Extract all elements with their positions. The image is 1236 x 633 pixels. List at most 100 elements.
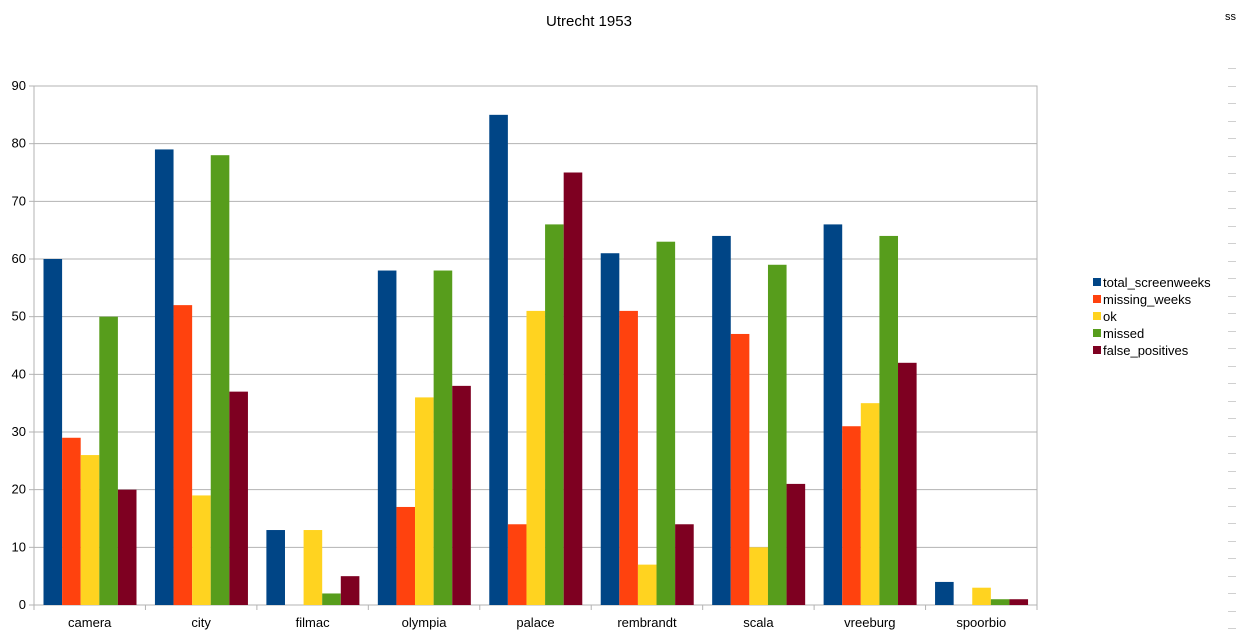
legend-label-missing_weeks: missing_weeks: [1103, 292, 1192, 307]
y-tick-label: 0: [19, 597, 26, 612]
edge-rule-mark: [1228, 331, 1236, 332]
edge-rule-mark: [1228, 138, 1236, 139]
legend-label-total_screenweeks: total_screenweeks: [1103, 275, 1211, 290]
edge-rule-mark: [1228, 436, 1236, 437]
y-tick-label: 90: [12, 78, 26, 93]
edge-rule-mark: [1228, 261, 1236, 262]
bar-false_positives-spoorbio: [1009, 599, 1029, 605]
x-tick-label: spoorbio: [956, 615, 1006, 630]
edge-rule-mark: [1228, 418, 1236, 419]
bar-total_screenweeks-scala: [712, 235, 731, 605]
edge-rule-mark: [1228, 313, 1236, 314]
bar-missed-olympia: [433, 270, 453, 605]
bar-missed-filmac: [322, 593, 341, 605]
bar-false_positives-city: [229, 391, 248, 605]
bar-total_screenweeks-olympia: [377, 270, 397, 605]
edge-rule-mark: [1228, 173, 1236, 174]
edge-rule-mark: [1228, 401, 1236, 402]
bar-total_screenweeks-camera: [43, 259, 63, 605]
bar-ok-camera: [80, 455, 100, 605]
bar-missing_weeks-olympia: [396, 506, 416, 605]
bar-total_screenweeks-city: [154, 149, 174, 605]
x-tick-label: scala: [743, 615, 774, 630]
bar-total_screenweeks-vreeburg: [823, 224, 843, 605]
edge-rule-mark: [1228, 453, 1236, 454]
edge-rule-mark: [1228, 558, 1236, 559]
bar-false_positives-palace: [563, 172, 583, 605]
bar-missed-camera: [99, 316, 118, 605]
bar-missed-vreeburg: [879, 235, 899, 605]
bar-missed-scala: [767, 264, 787, 605]
legend-label-false_positives: false_positives: [1103, 343, 1189, 358]
edge-rule-mark: [1228, 506, 1236, 507]
edge-rule-mark: [1228, 208, 1236, 209]
bar-ok-filmac: [303, 530, 323, 605]
edge-rule-mark: [1228, 576, 1236, 577]
edge-rule-mark: [1228, 156, 1236, 157]
bar-ok-vreeburg: [860, 403, 880, 605]
bar-missing_weeks-scala: [730, 333, 750, 605]
bar-false_positives-rembrandt: [675, 524, 694, 605]
bar-missed-city: [210, 155, 230, 605]
edge-rule-mark: [1228, 541, 1236, 542]
edge-rule-mark: [1228, 278, 1236, 279]
y-tick-label: 50: [12, 309, 26, 324]
bar-ok-olympia: [415, 397, 434, 605]
legend-swatch-ok: [1093, 312, 1101, 320]
edge-rule-mark: [1228, 593, 1236, 594]
bar-false_positives-scala: [786, 483, 806, 605]
bar-missing_weeks-rembrandt: [619, 310, 638, 605]
legend-swatch-false_positives: [1093, 346, 1101, 354]
legend-label-missed: missed: [1103, 326, 1144, 341]
legend-swatch-missing_weeks: [1093, 295, 1101, 303]
edge-rule-mark: [1228, 296, 1236, 297]
y-tick-label: 20: [12, 482, 26, 497]
x-tick-label: filmac: [296, 615, 330, 630]
bar-total_screenweeks-palace: [489, 114, 508, 605]
legend-swatch-total_screenweeks: [1093, 278, 1101, 286]
bar-missing_weeks-camera: [62, 437, 81, 605]
bar-missing_weeks-vreeburg: [842, 426, 861, 605]
edge-rule-mark: [1228, 103, 1236, 104]
x-tick-label: vreeburg: [844, 615, 895, 630]
legend-swatch-missed: [1093, 329, 1101, 337]
y-tick-label: 30: [12, 424, 26, 439]
edge-rule-mark: [1228, 348, 1236, 349]
edge-rule-mark: [1228, 488, 1236, 489]
bar-ok-rembrandt: [637, 564, 657, 605]
edge-rule-mark: [1228, 366, 1236, 367]
bar-missed-spoorbio: [990, 599, 1010, 605]
bar-total_screenweeks-rembrandt: [600, 253, 620, 605]
edge-rule-mark: [1228, 226, 1236, 227]
bar-false_positives-vreeburg: [898, 362, 917, 605]
edge-rule-mark: [1228, 243, 1236, 244]
y-tick-label: 40: [12, 366, 26, 381]
bar-missed-palace: [545, 224, 564, 605]
edge-text: ss: [1225, 11, 1236, 23]
x-tick-label: palace: [516, 615, 554, 630]
x-tick-label: rembrandt: [617, 615, 677, 630]
bar-total_screenweeks-filmac: [266, 530, 285, 605]
bar-false_positives-olympia: [452, 385, 471, 605]
chart-title: Utrecht 1953: [546, 13, 632, 30]
edge-rule-mark: [1228, 383, 1236, 384]
y-tick-label: 80: [12, 136, 26, 151]
edge-rule-mark: [1228, 471, 1236, 472]
y-tick-label: 70: [12, 193, 26, 208]
edge-rule-mark: [1228, 628, 1236, 629]
x-tick-label: olympia: [402, 615, 448, 630]
edge-rule-mark: [1228, 68, 1236, 69]
y-tick-label: 60: [12, 251, 26, 266]
bars: [43, 114, 1029, 605]
edge-rule-mark: [1228, 191, 1236, 192]
edge-rule-mark: [1228, 523, 1236, 524]
y-tick-label: 10: [12, 539, 26, 554]
x-tick-label: camera: [68, 615, 112, 630]
legend-label-ok: ok: [1103, 309, 1117, 324]
bar-missing_weeks-palace: [507, 524, 527, 605]
x-axis-labels: camera city filmac olympia palace rembrandt sc…: [68, 615, 1006, 630]
bar-false_positives-filmac: [340, 576, 360, 605]
bar-ok-city: [192, 495, 211, 605]
